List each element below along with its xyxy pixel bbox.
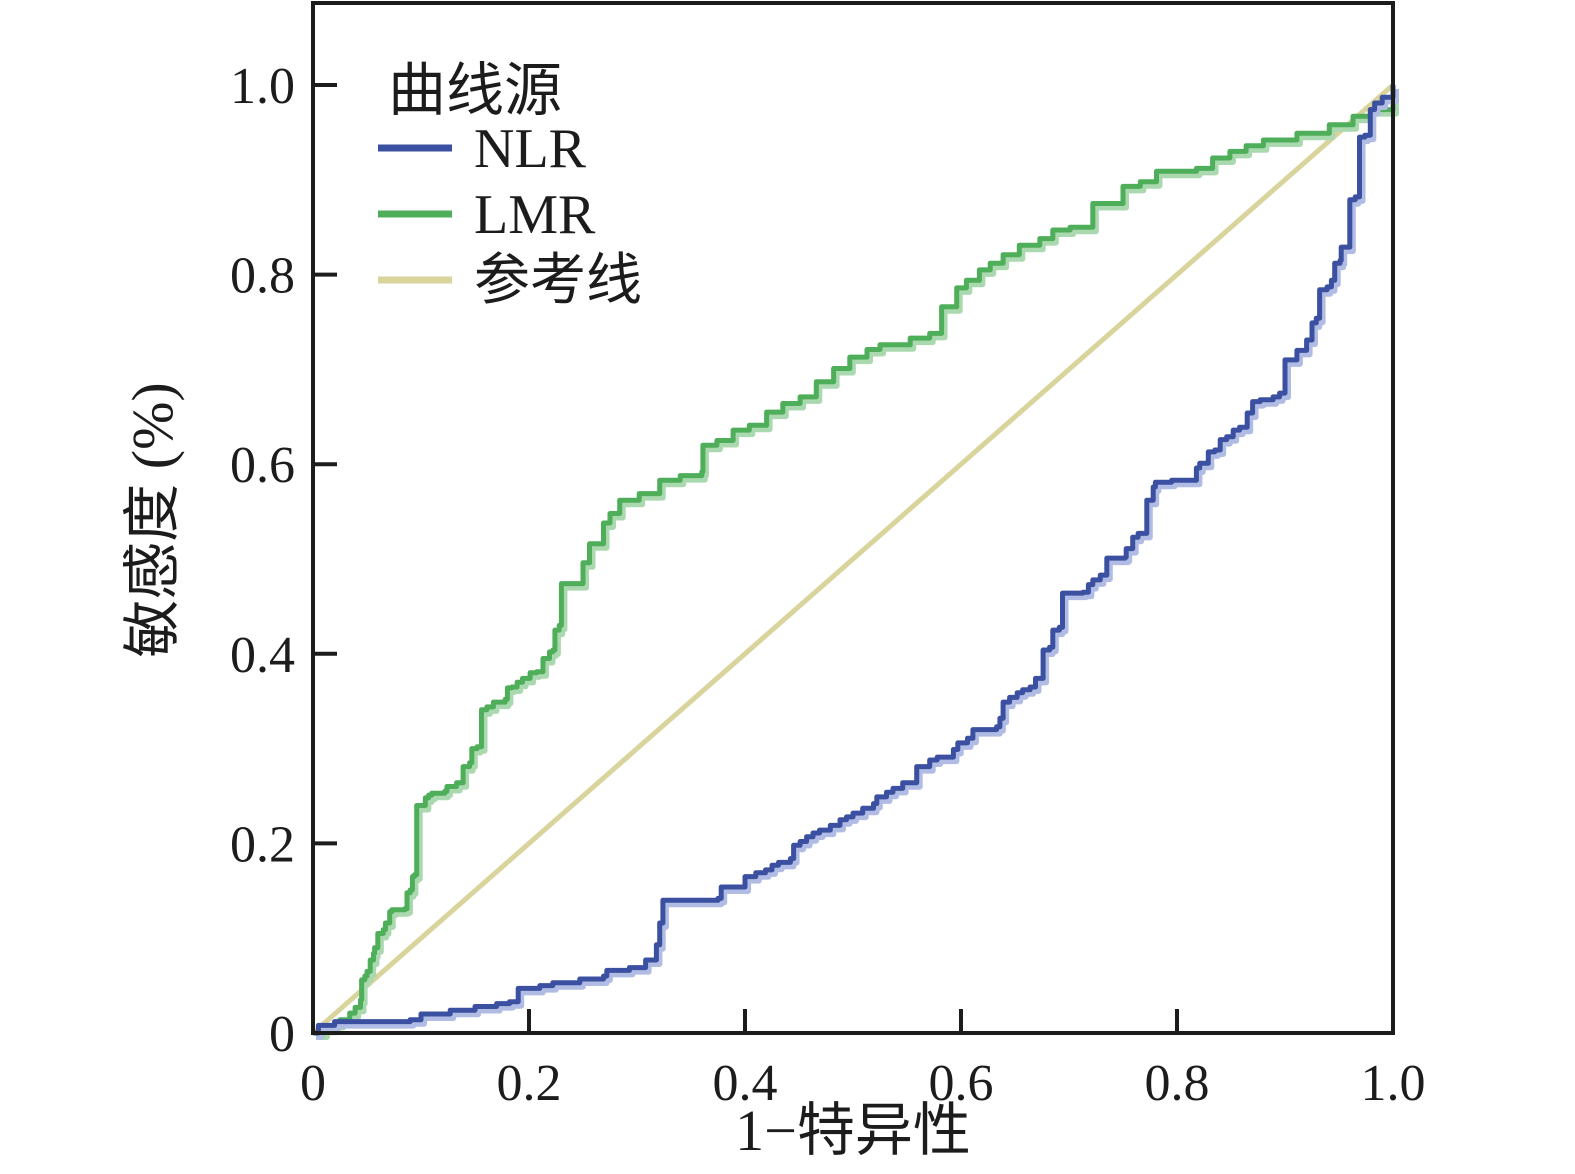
x-tick-label: 0.4 xyxy=(713,1055,778,1112)
legend-label-lmr: LMR xyxy=(474,184,596,246)
tick-labels-layer: 0 0.2 0.4 0.6 0.8 1.0 0 0.2 0.4 0.6 0.8 1.0 xyxy=(230,58,1426,1112)
x-axis-title: 1−特异性 xyxy=(735,1098,971,1163)
series-line-参考线 xyxy=(311,83,1395,1035)
y-tick-label: 1.0 xyxy=(230,58,295,115)
y-tick-label: 0.8 xyxy=(230,248,295,305)
legend-label-reference: 参考线 xyxy=(474,250,642,312)
y-tick-label: 0.6 xyxy=(230,437,295,494)
ticks-layer xyxy=(313,83,1179,1033)
x-tick-label: 0.8 xyxy=(1145,1055,1210,1112)
plot-border xyxy=(311,1,1395,1035)
y-tick-label: 0.4 xyxy=(230,627,295,684)
x-tick-label: 0 xyxy=(300,1055,326,1112)
series-line-lmr xyxy=(313,85,1396,1036)
x-tick-label: 1.0 xyxy=(1361,1055,1426,1112)
legend-title: 曲线源 xyxy=(388,58,562,123)
series-line-nlr xyxy=(313,85,1396,1036)
curves-layer xyxy=(311,83,1399,1040)
y-tick-label: 0.2 xyxy=(230,816,295,873)
x-tick-label: 0.2 xyxy=(497,1055,562,1112)
legend-label-nlr: NLR xyxy=(474,118,587,180)
x-tick-label: 0.6 xyxy=(929,1055,994,1112)
y-tick-label: 0 xyxy=(269,1006,295,1063)
y-axis-title: 敏感度 (%) xyxy=(120,382,185,657)
series-halo-nlr xyxy=(316,89,1399,1040)
series-halo-lmr xyxy=(316,89,1399,1040)
